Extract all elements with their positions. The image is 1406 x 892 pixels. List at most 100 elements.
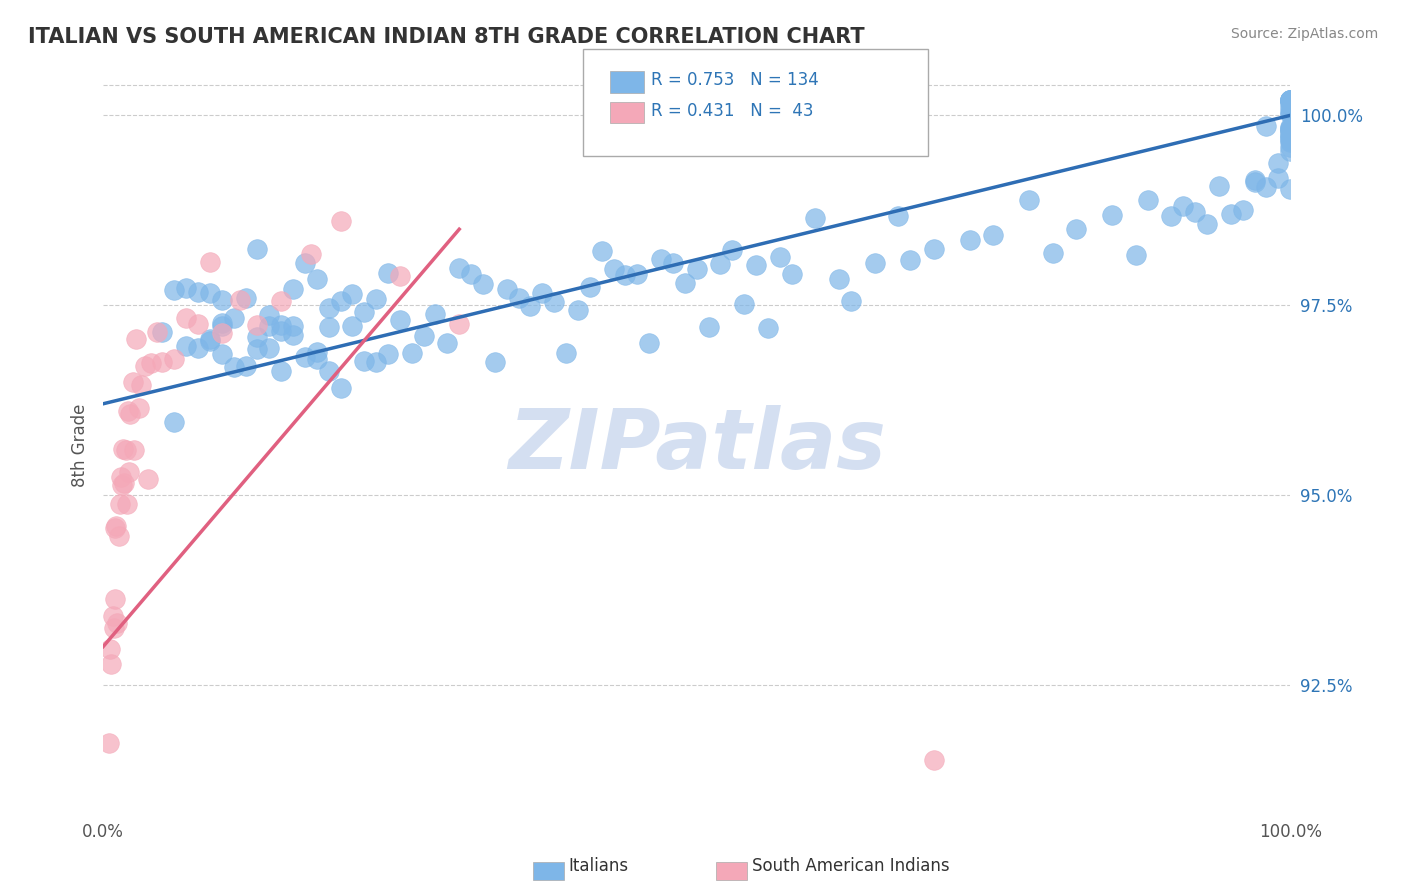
Point xyxy=(959,233,981,247)
Point xyxy=(246,342,269,356)
Point xyxy=(1267,155,1289,169)
Point xyxy=(134,359,156,373)
Point xyxy=(1042,245,1064,260)
Point xyxy=(1267,170,1289,185)
Point xyxy=(246,330,269,344)
Point xyxy=(591,244,613,259)
Point xyxy=(111,478,134,492)
Point xyxy=(246,318,269,333)
Point xyxy=(270,324,292,338)
Point xyxy=(270,364,292,378)
Point xyxy=(1219,207,1241,221)
Point xyxy=(152,355,174,369)
Point xyxy=(163,415,186,429)
Point xyxy=(139,356,162,370)
Point xyxy=(318,320,340,334)
Point xyxy=(1279,95,1302,109)
Point xyxy=(650,252,672,266)
Point xyxy=(104,520,127,534)
Point xyxy=(187,318,209,332)
Point xyxy=(567,302,589,317)
Point xyxy=(198,332,221,346)
Text: R = 0.753   N = 134: R = 0.753 N = 134 xyxy=(651,71,818,89)
Point xyxy=(484,355,506,369)
Point xyxy=(110,470,132,484)
Text: ITALIAN VS SOUTH AMERICAN INDIAN 8TH GRADE CORRELATION CHART: ITALIAN VS SOUTH AMERICAN INDIAN 8TH GRA… xyxy=(28,27,865,46)
Point xyxy=(281,327,304,342)
Point xyxy=(388,313,411,327)
Point xyxy=(472,277,495,291)
Point xyxy=(1279,124,1302,138)
Point xyxy=(329,382,352,396)
Point xyxy=(228,293,250,307)
Point xyxy=(614,268,637,282)
Point xyxy=(120,407,142,421)
Point xyxy=(1279,102,1302,116)
Point xyxy=(108,497,131,511)
Point xyxy=(1279,121,1302,136)
Point xyxy=(887,209,910,223)
Point xyxy=(1279,93,1302,107)
Point xyxy=(1184,204,1206,219)
Point xyxy=(922,753,945,767)
Point xyxy=(353,305,375,319)
Point xyxy=(1279,140,1302,154)
Point xyxy=(531,286,554,301)
Point xyxy=(222,310,245,325)
Point xyxy=(898,252,921,267)
Point xyxy=(281,319,304,334)
Point xyxy=(839,293,862,308)
Point xyxy=(721,243,744,257)
Point xyxy=(270,293,292,308)
Point xyxy=(1279,122,1302,136)
Point xyxy=(1208,178,1230,193)
Point xyxy=(318,301,340,315)
Point xyxy=(198,285,221,300)
Point xyxy=(114,443,136,458)
Point xyxy=(366,354,388,368)
Point xyxy=(198,255,221,269)
Point xyxy=(449,317,471,331)
Point xyxy=(174,339,197,353)
Point xyxy=(305,272,328,286)
Point xyxy=(425,307,447,321)
Point xyxy=(436,336,458,351)
Point xyxy=(1018,193,1040,207)
Point xyxy=(922,242,945,256)
Point xyxy=(294,350,316,364)
Point xyxy=(98,736,121,750)
Point xyxy=(136,472,159,486)
Text: ZIPatlas: ZIPatlas xyxy=(508,405,886,486)
Point xyxy=(1279,93,1302,107)
Point xyxy=(780,267,803,281)
Point xyxy=(299,246,322,260)
Point xyxy=(107,529,129,543)
Point xyxy=(828,272,851,286)
Point xyxy=(638,335,661,350)
Point xyxy=(1279,129,1302,144)
Point xyxy=(163,284,186,298)
Point xyxy=(117,404,139,418)
Point xyxy=(519,299,541,313)
Point xyxy=(211,326,233,341)
Text: South American Indians: South American Indians xyxy=(752,857,950,875)
Point xyxy=(1066,222,1088,236)
Point xyxy=(259,319,281,334)
Point xyxy=(305,351,328,366)
Y-axis label: 8th Grade: 8th Grade xyxy=(72,404,89,487)
Point xyxy=(508,291,530,305)
Point xyxy=(1279,128,1302,142)
Point xyxy=(118,466,141,480)
Point xyxy=(329,214,352,228)
Point xyxy=(1279,106,1302,120)
Point xyxy=(401,346,423,360)
Point xyxy=(353,354,375,368)
Point xyxy=(1125,248,1147,262)
Point xyxy=(578,279,600,293)
Point xyxy=(769,250,792,264)
Point xyxy=(115,497,138,511)
Point xyxy=(1279,131,1302,145)
Point xyxy=(281,282,304,296)
Point xyxy=(804,211,827,226)
Point xyxy=(1279,135,1302,149)
